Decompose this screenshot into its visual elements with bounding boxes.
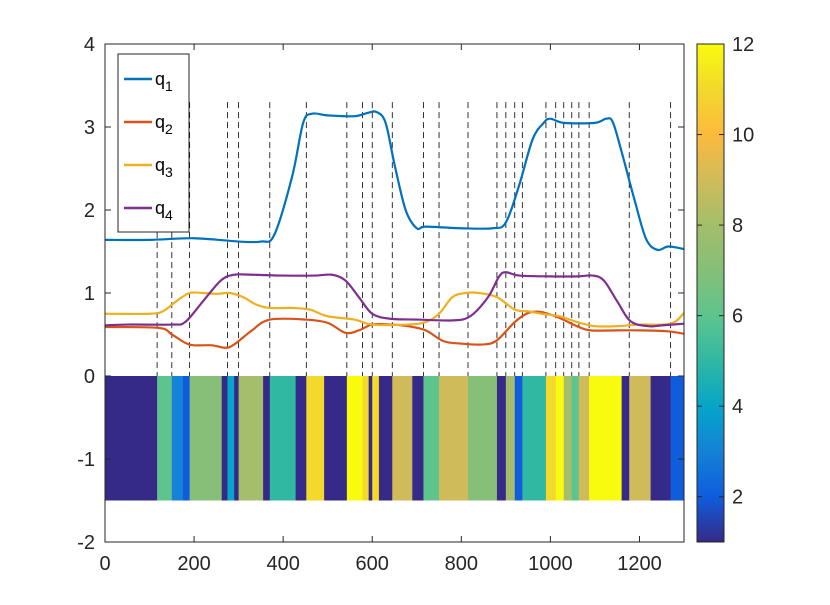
x-tick-label-4: 800 [445, 553, 478, 575]
state-segment-18 [378, 376, 393, 501]
legend-label-4: q4 [155, 198, 173, 223]
state-segment-3 [182, 376, 191, 501]
state-segment-36 [650, 376, 672, 501]
state-segment-4 [189, 376, 223, 501]
state-segment-8 [238, 376, 264, 501]
state-bar-strip [105, 376, 685, 501]
y-tick-label-2: 0 [84, 366, 95, 388]
colorbar: 2 4 6 8 10 12 [696, 34, 754, 543]
colorbar-tick-label-2: 6 [732, 306, 743, 328]
colorbar-tick-label-0: 2 [732, 487, 743, 509]
state-segment-21 [423, 376, 440, 501]
legend-box [117, 53, 190, 233]
state-segment-20 [412, 376, 424, 501]
state-segment-6 [227, 376, 235, 501]
state-segment-17 [372, 376, 380, 501]
x-tick-label-3: 600 [356, 553, 389, 575]
y-axis: -2 -1 0 1 2 3 4 [77, 34, 684, 554]
x-tick-label-0: 0 [99, 553, 110, 575]
x-tick-label-5: 1000 [528, 553, 573, 575]
state-segment-16 [368, 376, 373, 501]
legend-label-1: q1 [155, 69, 173, 94]
state-segment-19 [392, 376, 413, 501]
state-segment-24 [496, 376, 507, 501]
x-tick-label-6: 1200 [617, 553, 662, 575]
state-segment-28 [545, 376, 557, 501]
state-segment-31 [571, 376, 580, 501]
state-segment-23 [467, 376, 498, 501]
legend-label-2: q2 [155, 112, 173, 137]
x-tick-label-1: 200 [177, 553, 210, 575]
series-line-3 [104, 291, 685, 328]
state-segment-0 [105, 376, 158, 501]
state-segment-11 [295, 376, 307, 501]
state-segment-10 [269, 376, 297, 501]
state-segment-29 [555, 376, 565, 501]
state-segment-22 [439, 376, 469, 501]
state-segment-1 [157, 376, 173, 501]
state-segment-13 [324, 376, 348, 501]
state-segment-5 [221, 376, 228, 501]
x-tick-label-2: 400 [266, 553, 299, 575]
y-tick-label-4: 2 [84, 200, 95, 222]
y-tick-label-0: -2 [77, 532, 95, 554]
state-segment-33 [589, 376, 623, 501]
series-lines [104, 110, 685, 349]
x-axis: 0 200 400 600 800 1000 1200 [99, 44, 662, 575]
y-tick-label-5: 3 [84, 117, 95, 139]
state-segment-35 [629, 376, 651, 501]
colorbar-gradient [696, 43, 725, 543]
series-line-1 [104, 110, 685, 252]
state-segment-15 [362, 376, 370, 501]
state-segment-34 [621, 376, 630, 501]
colorbar-tick-label-4: 10 [732, 125, 754, 147]
colorbar-tick-label-1: 4 [732, 396, 743, 418]
state-segment-27 [522, 376, 547, 501]
y-tick-label-6: 4 [84, 34, 95, 56]
state-segment-7 [234, 376, 240, 501]
state-segment-9 [263, 376, 271, 501]
series-line-4 [104, 271, 685, 328]
state-segment-12 [306, 376, 325, 501]
state-segment-37 [670, 376, 685, 501]
state-segment-2 [171, 376, 184, 501]
state-segment-25 [505, 376, 516, 501]
y-tick-label-1: -1 [77, 449, 95, 471]
state-segment-30 [563, 376, 573, 501]
plot-area: 0 200 400 600 800 1000 1200 -2 -1 0 1 2 3 4 [77, 34, 685, 575]
state-segment-26 [514, 376, 523, 501]
colorbar-ticks: 2 4 6 8 10 12 [697, 34, 754, 509]
state-segment-32 [578, 376, 590, 501]
state-segment-14 [346, 376, 363, 501]
y-tick-label-3: 1 [84, 283, 95, 305]
legend: q1 q2 q3 q4 [117, 53, 190, 233]
colorbar-tick-label-5: 12 [732, 34, 754, 56]
colorbar-tick-label-3: 8 [732, 215, 743, 237]
legend-label-3: q3 [155, 155, 173, 180]
